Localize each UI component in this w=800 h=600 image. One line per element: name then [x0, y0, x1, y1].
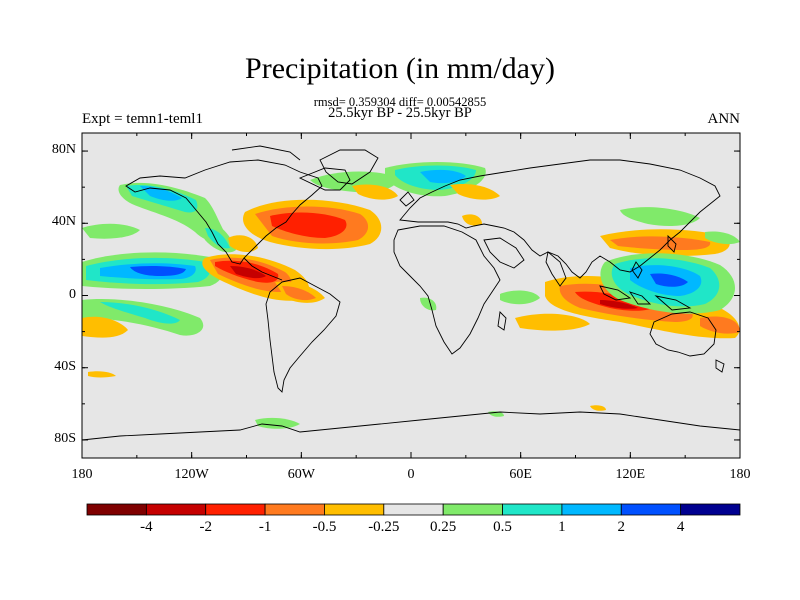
colorbar-label: -0.5 — [312, 519, 337, 535]
lon-tick-label: 60E — [509, 467, 532, 482]
colorbar-swatch — [205, 503, 266, 516]
colorbar — [86, 503, 741, 516]
lat-tick-label: 40N — [51, 214, 76, 230]
colorbar-swatch — [383, 503, 444, 516]
season-label: ANN — [707, 111, 741, 127]
lon-tick-label: 60W — [287, 467, 315, 482]
colorbar-label: -2 — [199, 519, 212, 535]
colorbar-swatch — [145, 503, 207, 516]
lon-tick-label: 0 — [407, 467, 415, 482]
colorbar-label: 4 — [676, 519, 685, 535]
lon-tick-label: 180 — [729, 467, 751, 482]
colorbar-swatch — [442, 503, 503, 516]
stats-text: rmsd= 0.359304 diff= 0.00542855 — [313, 95, 487, 109]
lon-tick-label: 120E — [615, 467, 646, 482]
colorbar-swatch — [620, 503, 682, 516]
colorbar-label: -4 — [140, 519, 153, 535]
lon-tick-label: 120W — [174, 467, 209, 482]
lat-tick-label: 80S — [54, 430, 76, 446]
colorbar-label: 2 — [617, 519, 626, 535]
colorbar-swatch — [324, 503, 385, 516]
lon-tick-label: 180 — [71, 467, 93, 482]
colorbar-swatch — [264, 503, 325, 516]
colorbar-swatch — [680, 503, 741, 516]
colorbar-label: 1 — [558, 519, 566, 535]
precip-anomaly-fields — [82, 162, 740, 429]
colorbar-label: -1 — [258, 519, 272, 535]
colorbar-swatch — [86, 503, 147, 516]
colorbar-label: 0.25 — [430, 519, 457, 535]
lat-tick-label: 80N — [51, 142, 76, 158]
period-text: 25.5kyr BP - 25.5kyr BP — [328, 105, 472, 121]
colorbar-label: 0.5 — [493, 519, 512, 535]
coastlines — [82, 145, 740, 441]
lat-tick-label: 40S — [54, 358, 76, 374]
experiment-label: Expt = temn1-teml1 — [82, 111, 203, 127]
lat-tick-label: 0 — [69, 286, 76, 302]
colorbar-swatch — [502, 503, 563, 516]
colorbar-label: -0.25 — [368, 519, 400, 535]
chart-title: Precipitation (in mm/day) — [245, 52, 555, 85]
colorbar-swatch — [561, 503, 622, 516]
